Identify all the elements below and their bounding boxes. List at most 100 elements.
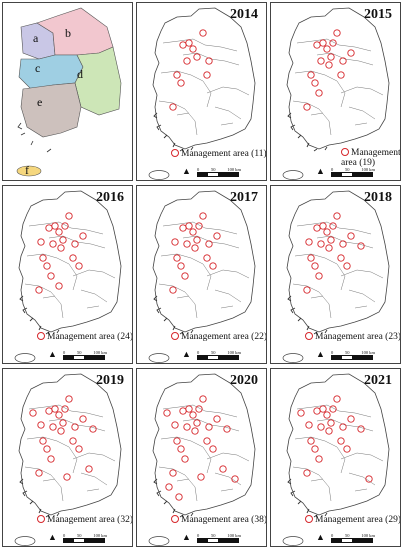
- korea-map-svg: [282, 190, 390, 363]
- management-area-marker: [325, 244, 333, 252]
- scale-label: 100 km: [93, 350, 107, 355]
- scale-bar-graphic: [331, 172, 373, 177]
- management-area-marker: [47, 455, 55, 463]
- management-area-marker: [315, 455, 323, 463]
- management-area-marker: [71, 240, 79, 248]
- district-border: [24, 466, 64, 502]
- jeju-island: [148, 353, 170, 363]
- management-area-marker: [323, 228, 331, 236]
- management-area-marker: [193, 53, 201, 61]
- district-border: [348, 106, 376, 120]
- north-arrow-icon: ▲: [316, 349, 325, 359]
- legend-text: Management area (11): [181, 149, 267, 159]
- jeju-island: [282, 170, 304, 180]
- management-area-marker: [223, 425, 231, 433]
- management-area-marker: [307, 254, 315, 262]
- district-border: [348, 472, 376, 486]
- management-area-marker: [85, 465, 93, 473]
- management-area-marker: [205, 240, 213, 248]
- management-area-marker: [55, 282, 63, 290]
- management-area-marker: [337, 71, 345, 79]
- legend-text: Management area (32): [47, 515, 133, 525]
- north-arrow-icon: ▲: [182, 532, 191, 542]
- district-border: [162, 404, 238, 418]
- district-border: [206, 269, 250, 279]
- district-border: [292, 283, 332, 319]
- region-f: [16, 165, 42, 177]
- district-border: [182, 52, 240, 66]
- district-border: [310, 295, 368, 309]
- management-area-marker: [39, 254, 47, 262]
- peninsula-outline: [286, 190, 390, 333]
- legend-text: Management area (23): [315, 332, 401, 342]
- district-border: [214, 472, 242, 486]
- legend-marker-icon: [171, 332, 179, 340]
- korea-map-svg: [282, 373, 390, 546]
- management-area-marker: [59, 419, 67, 427]
- management-area-marker: [325, 427, 333, 435]
- region-label-d: d: [77, 67, 83, 81]
- management-area-marker: [79, 415, 87, 423]
- peninsula-outline: [152, 190, 256, 333]
- management-area-marker: [303, 103, 311, 111]
- coast-islands: [153, 478, 194, 518]
- management-area-marker: [173, 254, 181, 262]
- management-area-marker: [35, 286, 43, 294]
- management-area-marker: [183, 240, 191, 248]
- management-area-marker: [327, 419, 335, 427]
- jeju-island: [148, 170, 170, 180]
- legend-text: Management area (29): [315, 515, 401, 525]
- scale-bar: 0 50 100 km: [197, 533, 241, 543]
- management-area-marker: [185, 39, 193, 47]
- management-area-marker: [35, 469, 43, 477]
- management-area-marker: [49, 423, 57, 431]
- management-area-marker: [61, 222, 69, 230]
- year-label: 2014: [230, 7, 258, 22]
- district-border: [182, 235, 240, 249]
- scale-label: 50: [345, 350, 350, 355]
- coast-islands: [19, 478, 60, 518]
- year-label: 2019: [96, 373, 124, 388]
- management-area-marker: [339, 240, 347, 248]
- district-border: [292, 100, 332, 136]
- management-area-marker: [193, 419, 201, 427]
- region-map-svg: [16, 7, 122, 177]
- legend: Management area (29): [305, 515, 401, 525]
- management-area-marker: [219, 465, 227, 473]
- management-area-marker: [193, 236, 201, 244]
- region-d: [74, 46, 122, 116]
- korea-map-svg: [282, 7, 390, 180]
- management-area-marker: [297, 409, 305, 417]
- north-arrow-icon: ▲: [48, 349, 57, 359]
- scale-bar: 0 50 100 km: [197, 167, 241, 177]
- district-border: [80, 472, 108, 486]
- management-area-marker: [319, 222, 327, 230]
- management-area-marker: [43, 445, 51, 453]
- management-area-marker: [171, 238, 179, 246]
- management-area-marker: [307, 437, 315, 445]
- scale-label: 0: [331, 533, 334, 538]
- management-area-marker: [357, 425, 365, 433]
- korea-map-svg: [148, 373, 256, 546]
- management-area-marker: [183, 423, 191, 431]
- district-border: [296, 38, 372, 52]
- management-area-marker: [177, 79, 185, 87]
- map-panel-2018: 2018 Management area (23) ▲ 0 50 100 km: [270, 185, 401, 364]
- management-area-marker: [313, 41, 321, 49]
- scale-label: 100 km: [361, 533, 375, 538]
- management-area-marker: [199, 29, 207, 37]
- management-area-marker: [337, 254, 345, 262]
- korea-map-svg: [148, 190, 256, 363]
- legend-text: Management area (24): [47, 332, 133, 342]
- management-area-marker: [333, 29, 341, 37]
- legend-marker-icon: [305, 332, 313, 340]
- district-border: [316, 52, 374, 66]
- management-area-marker: [231, 475, 239, 483]
- management-area-marker: [317, 423, 325, 431]
- coast-islands: [287, 112, 328, 152]
- scale-label: 50: [211, 167, 216, 172]
- management-area-marker: [189, 228, 197, 236]
- management-area-marker: [61, 405, 69, 413]
- management-area-marker: [329, 222, 337, 230]
